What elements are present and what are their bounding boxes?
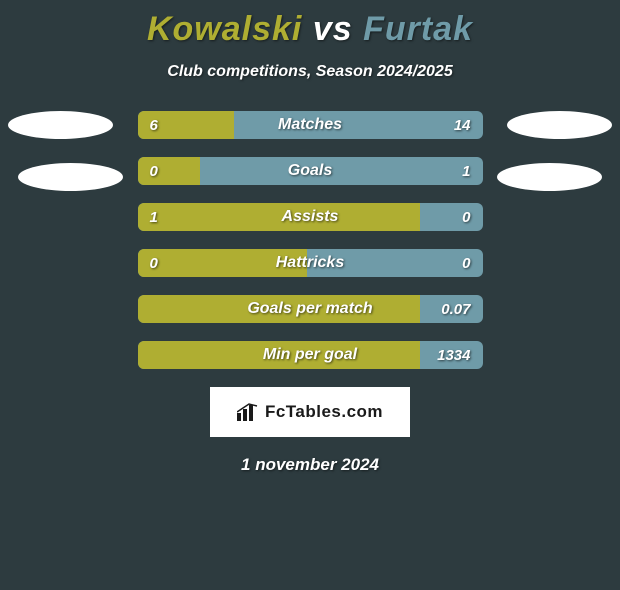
- stat-bar: 1Assists0: [138, 203, 483, 231]
- subtitle: Club competitions, Season 2024/2025: [0, 63, 620, 81]
- vs-text: vs: [313, 10, 353, 48]
- stat-bar: Min per goal1334: [138, 341, 483, 369]
- player1-name: Kowalski: [147, 10, 302, 48]
- logo-text: FcTables.com: [265, 402, 383, 422]
- chart-area: 6Matches140Goals11Assists00Hattricks0Goa…: [0, 111, 620, 369]
- stat-bar: 6Matches14: [138, 111, 483, 139]
- stat-value-right: 14: [454, 111, 471, 139]
- player2-name: Furtak: [363, 10, 473, 48]
- stat-value-right: 0.07: [441, 295, 470, 323]
- avatar-player1-top: [8, 111, 113, 139]
- avatar-player1-bottom: [18, 163, 123, 191]
- stat-label: Goals per match: [138, 295, 483, 323]
- bars-container: 6Matches140Goals11Assists00Hattricks0Goa…: [138, 111, 483, 369]
- stat-bar: 0Goals1: [138, 157, 483, 185]
- source-logo: FcTables.com: [210, 387, 410, 437]
- avatar-player2-bottom: [497, 163, 602, 191]
- stat-label: Goals: [138, 157, 483, 185]
- comparison-title: Kowalski vs Furtak: [0, 10, 620, 49]
- stat-bar: Goals per match0.07: [138, 295, 483, 323]
- stat-label: Matches: [138, 111, 483, 139]
- stat-bar: 0Hattricks0: [138, 249, 483, 277]
- stat-label: Min per goal: [138, 341, 483, 369]
- stat-label: Hattricks: [138, 249, 483, 277]
- stat-label: Assists: [138, 203, 483, 231]
- stat-value-right: 0: [462, 249, 470, 277]
- stat-value-right: 0: [462, 203, 470, 231]
- stat-value-right: 1334: [437, 341, 470, 369]
- avatar-player2-top: [507, 111, 612, 139]
- date-text: 1 november 2024: [0, 455, 620, 475]
- chart-icon: [237, 403, 259, 421]
- stat-value-right: 1: [462, 157, 470, 185]
